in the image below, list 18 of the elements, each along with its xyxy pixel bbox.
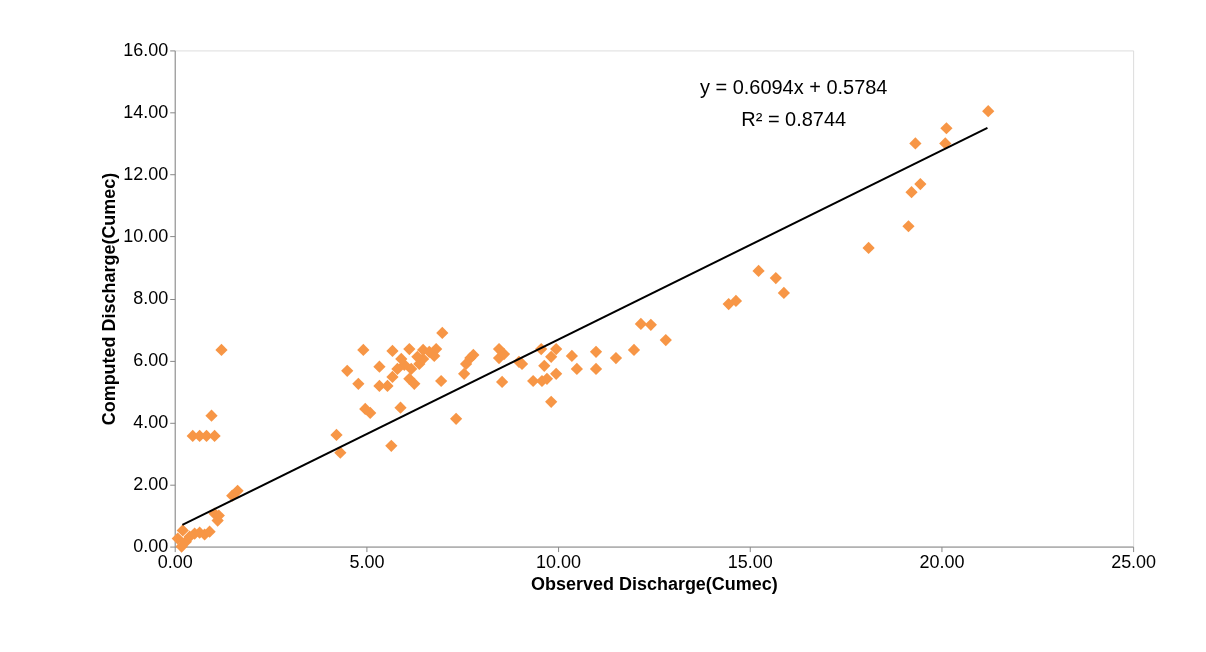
y-tick-label: 14.00: [123, 101, 169, 122]
annotation: y = 0.6094x + 0.5784: [699, 76, 888, 99]
y-tick-label: 12.00: [123, 163, 169, 184]
annotation: R² = 0.8744: [741, 108, 847, 131]
y-tick-label: 2.00: [133, 474, 169, 495]
x-tick-label: 25.00: [1111, 552, 1157, 573]
x-tick-label: 5.00: [349, 552, 385, 573]
y-axis-title: Computed Discharge(Cumec): [99, 172, 120, 426]
y-tick-label: 16.00: [123, 39, 169, 60]
x-tick-label: 15.00: [727, 552, 773, 573]
x-tick-label: 20.00: [919, 552, 965, 573]
x-axis-title: Observed Discharge(Cumec): [531, 574, 778, 595]
x-tick-label: 10.00: [536, 552, 582, 573]
y-tick-label: 6.00: [133, 350, 169, 371]
y-tick-label: 10.00: [123, 225, 169, 246]
y-tick-label: 4.00: [133, 412, 169, 433]
y-tick-label: 8.00: [133, 288, 169, 308]
x-tick-label: 0.00: [157, 552, 193, 573]
